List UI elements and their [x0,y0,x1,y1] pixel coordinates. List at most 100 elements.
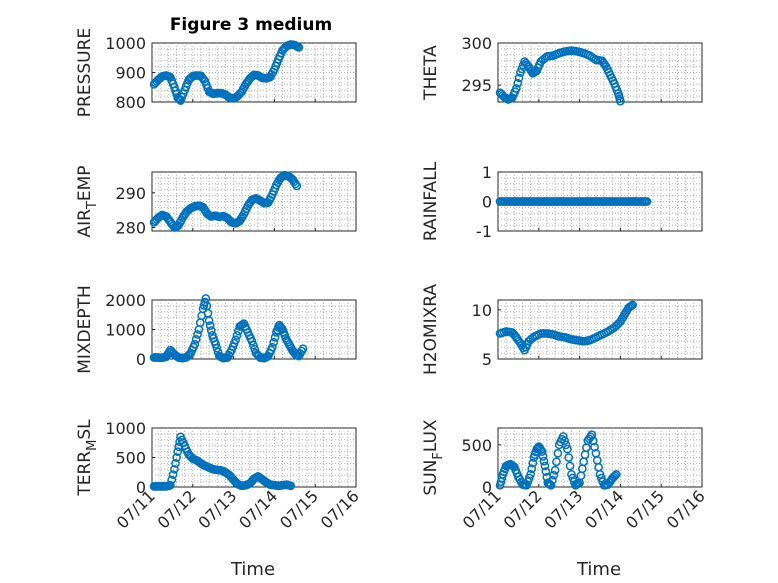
data-point [565,461,575,471]
y-tick-label: 0 [136,350,146,369]
data-point [298,344,308,354]
data-point [206,326,216,335]
subplot-rainfall: -1 0 1 RAINFALL [421,161,703,241]
data-point [642,197,652,206]
data-series [495,300,637,355]
data-point [232,331,242,340]
y-axis-label: MIXDEPTH [75,285,95,374]
y-tick-label: 0 [482,478,492,497]
y-axis-label: SUNFLUX [421,419,446,496]
data-point [560,436,569,445]
data-series [495,46,625,106]
y-tick-label: 1000 [105,419,146,438]
x-tick-label: 07/16 [317,486,363,532]
data-point [587,430,597,440]
y-axis-label: AIRTEMP [75,165,100,237]
data-point [537,447,547,456]
data-point [563,444,572,454]
y-tick-label: 0 [136,478,146,497]
y-tick-label: 500 [461,436,492,455]
subplot-h2omixra: 5 10 H2OMIXRA [421,284,703,375]
data-point [211,339,220,349]
y-axis-label: THETA [421,45,441,101]
x-tick-label: 07/14 [235,486,281,532]
y-tick-label: 290 [115,184,146,203]
subplot-mixdepth: 0 1000 2000 MIXDEPTH [75,285,357,374]
data-point [167,475,177,485]
x-tick-label: 07/14 [581,486,627,532]
data-point [514,336,524,346]
data-point [268,342,277,352]
subplot-sun-flux: 050007/1107/1207/1307/1407/1507/16TimeSU… [421,419,709,580]
y-tick-label: 2000 [105,291,146,310]
data-point [190,339,200,349]
data-point [610,471,620,481]
data-point [212,343,222,353]
y-tick-label: -1 [476,222,492,241]
y-tick-label: 280 [115,219,146,238]
subplot-air-temp: 280 290 AIRTEMP [75,165,357,238]
data-point [553,448,563,458]
subplot-pressure: 800 900 1000 PRESSURE [75,28,357,117]
data-point [541,467,551,476]
x-tick-label: 07/15 [276,486,322,532]
x-tick-label: 07/12 [500,486,546,532]
data-point [512,84,521,93]
y-tick-label: 800 [115,93,146,112]
data-point [616,96,625,106]
data-point [248,340,258,350]
data-point [231,335,240,345]
x-tick-label: 07/13 [540,486,586,532]
data-point [269,337,279,347]
data-point [538,452,548,461]
data-point [204,316,214,325]
x-tick-label: 07/15 [622,486,668,532]
x-tick-label: 07/13 [194,486,240,532]
data-point [549,470,559,480]
data-series [149,294,308,363]
data-series [149,432,296,491]
y-tick-label: 5 [482,350,492,369]
y-tick-label: 1000 [105,34,146,53]
x-tick-label: 07/16 [663,486,709,532]
y-axis-label: PRESSURE [75,28,95,117]
data-point [550,465,560,475]
data-point [527,464,537,474]
data-point [552,457,561,467]
data-point [558,432,568,441]
data-point [292,181,302,191]
data-point [540,461,550,471]
data-point [588,436,598,446]
data-series [149,170,302,232]
data-point [294,43,304,52]
data-point [611,470,621,479]
y-tick-label: 295 [461,76,492,95]
data-point [514,73,524,83]
data-point [528,458,538,468]
x-axis-label: Time [576,559,621,580]
subplot-terr-msl: 0500100007/1107/1207/1307/1407/1507/16Ti… [75,419,363,580]
data-point [172,453,181,462]
y-tick-label: 1000 [105,321,146,340]
y-tick-label: 300 [461,34,492,53]
data-point [270,333,280,342]
data-point [168,470,178,479]
data-point [166,480,175,490]
y-tick-label: 10 [472,301,492,320]
data-point [277,323,286,333]
y-axis-label: RAINFALL [421,161,441,241]
x-tick-label: 07/12 [154,486,200,532]
y-tick-label: 900 [115,64,146,83]
data-point [526,470,535,479]
data-point [193,330,202,339]
data-series [495,197,652,206]
data-point [171,459,180,468]
data-point [626,301,636,311]
data-point [513,78,523,88]
figure-title: Figure 3 medium [170,15,332,35]
y-tick-label: 0 [482,193,492,212]
subplot-theta: 295 300 THETA [421,34,703,106]
data-point [628,300,637,310]
